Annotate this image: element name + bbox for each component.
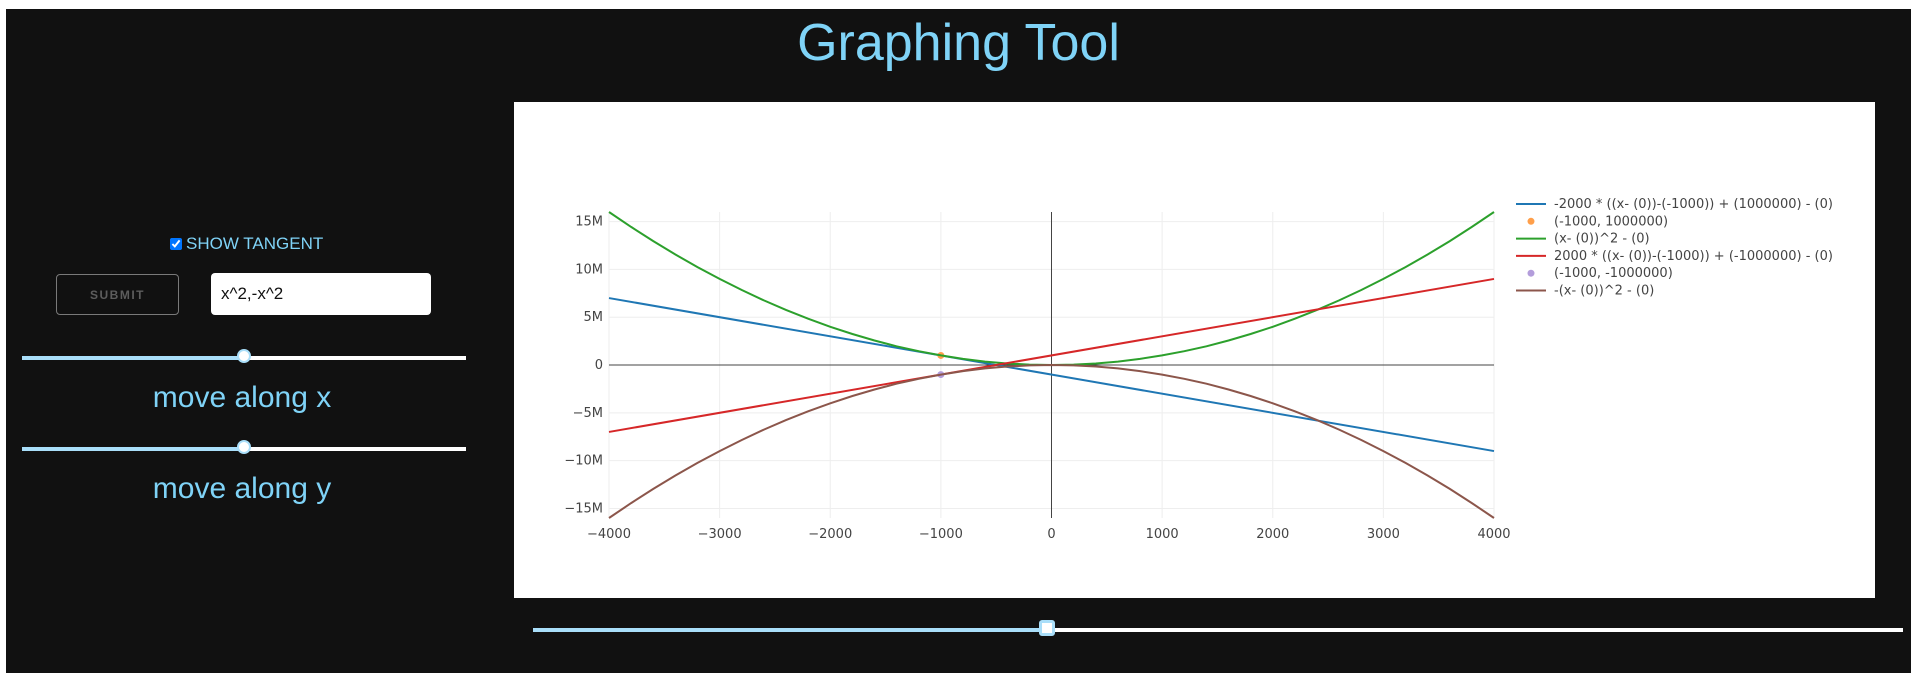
submit-button[interactable]: SUBMIT <box>56 274 179 315</box>
x-tick-label: −3000 <box>698 527 742 542</box>
legend-marker <box>1527 269 1535 277</box>
y-tick-label: −10M <box>564 454 603 469</box>
move-x-slider-fill <box>22 356 244 360</box>
x-tick-label: 0 <box>1047 527 1055 542</box>
legend-marker <box>1527 217 1535 225</box>
legend-label: 2000 * ((x- (0))-(-1000)) + (-1000000) -… <box>1554 249 1833 264</box>
move-y-slider-fill <box>22 447 244 451</box>
x-tick-label: 1000 <box>1146 527 1179 542</box>
x-tick-label: 2000 <box>1256 527 1289 542</box>
legend-label: (x- (0))^2 - (0) <box>1554 232 1650 247</box>
x-tick-label: 3000 <box>1367 527 1400 542</box>
move-y-slider-thumb[interactable] <box>237 440 251 454</box>
series-line <box>608 277 1495 433</box>
app-container: Graphing Tool SHOW TANGENT SUBMIT move a… <box>6 9 1911 673</box>
y-tick-label: 5M <box>584 310 604 325</box>
x-tick-label: −2000 <box>808 527 852 542</box>
bottom-slider[interactable] <box>533 620 1903 636</box>
graph-plot[interactable]: −4000 −3000 −2000 −1000 0 1000 2000 3000 4000 15M… <box>514 102 1875 598</box>
show-tangent-label: SHOW TANGENT <box>186 234 324 253</box>
y-tick-label: −5M <box>573 406 603 421</box>
move-x-label: move along x <box>152 381 332 414</box>
y-tick-label: 15M <box>575 215 603 230</box>
x-tick-label: 4000 <box>1477 527 1510 542</box>
move-y-slider[interactable] <box>22 440 466 454</box>
move-x-slider[interactable] <box>22 349 466 363</box>
move-y-slider-track <box>244 447 466 451</box>
move-x-slider-track <box>244 356 466 360</box>
page-title: Graphing Tool <box>797 14 1120 72</box>
bottom-slider-fill <box>533 628 1047 632</box>
expression-input[interactable] <box>211 273 431 315</box>
y-tick-label: 0 <box>595 358 603 373</box>
legend-label: (-1000, 1000000) <box>1554 214 1668 229</box>
series-line <box>608 297 1495 453</box>
move-y-label: move along y <box>152 472 332 505</box>
legend-label: (-1000, -1000000) <box>1554 266 1673 281</box>
bottom-slider-thumb[interactable] <box>1038 620 1055 636</box>
graph-svg: −4000 −3000 −2000 −1000 0 1000 2000 3000 4000 15M… <box>564 197 1833 542</box>
y-tick-label: 10M <box>575 262 603 277</box>
legend-label: -(x- (0))^2 - (0) <box>1554 284 1654 299</box>
legend-label: -2000 * ((x- (0))-(-1000)) + (1000000) -… <box>1554 197 1833 212</box>
move-x-slider-thumb[interactable] <box>237 349 251 363</box>
show-tangent-toggle[interactable]: SHOW TANGENT <box>170 234 323 254</box>
show-tangent-checkbox[interactable] <box>170 238 182 250</box>
x-tick-label: −1000 <box>919 527 963 542</box>
bottom-slider-track <box>1046 628 1903 632</box>
x-tick-label: −4000 <box>587 527 631 542</box>
y-tick-label: −15M <box>564 501 603 516</box>
series-curve <box>608 363 1495 519</box>
